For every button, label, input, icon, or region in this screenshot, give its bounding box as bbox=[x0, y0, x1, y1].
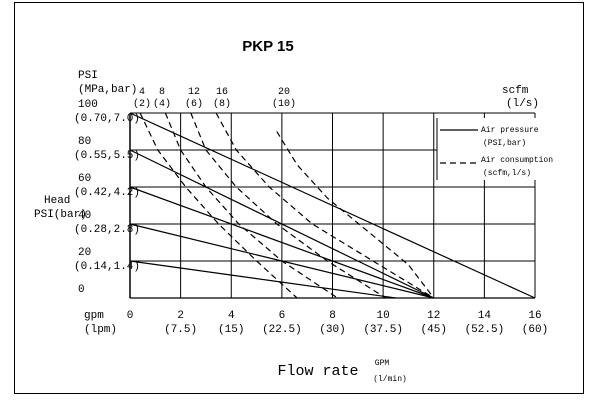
air-consumption-curve bbox=[215, 112, 435, 299]
scfm-tick-label: 4 bbox=[139, 87, 145, 98]
legend-label-sub: (scfm,l/s) bbox=[483, 169, 531, 178]
scfm-tick-sublabel: (2) bbox=[133, 98, 151, 110]
y-tick-label: 0 bbox=[78, 284, 85, 296]
x-tick-label: 6 bbox=[279, 310, 286, 322]
y-axis-unit-sub: (MPa,bar) bbox=[78, 84, 137, 96]
legend-label-sub: (PSI,bar) bbox=[483, 139, 526, 148]
x-tick-sublabel: (7.5) bbox=[164, 324, 197, 336]
x-tick-sublabel: (45) bbox=[421, 324, 447, 336]
y-tick-sublabel: (0.70,7.0) bbox=[74, 113, 140, 125]
y-tick-sublabel: (0.28,2.8) bbox=[74, 224, 140, 236]
y-tick-sublabel: (0.14,1.4) bbox=[74, 261, 140, 273]
air-pressure-line bbox=[129, 112, 536, 299]
y-tick-sublabel: (0.55,5.5) bbox=[74, 150, 140, 162]
x-axis-title: Flow rate bbox=[277, 363, 358, 380]
air-consumption-curve bbox=[164, 112, 338, 299]
y-tick-label: 40 bbox=[78, 210, 91, 222]
y-tick-label: 60 bbox=[78, 173, 91, 185]
scfm-tick-sublabel: (4) bbox=[153, 98, 171, 110]
legend-box bbox=[437, 118, 543, 180]
air-pressure-line bbox=[129, 149, 435, 299]
y-axis-title: Head bbox=[44, 195, 70, 207]
y-axis-title-sub: PSI(bar) bbox=[34, 209, 87, 221]
scfm-tick-sublabel: (10) bbox=[272, 98, 296, 110]
chart-title: PKP 15 bbox=[242, 38, 293, 55]
y-tick-label: 20 bbox=[78, 247, 91, 259]
y-tick-sublabel: (0.42,4.2) bbox=[74, 187, 140, 199]
scfm-tick-label: 8 bbox=[159, 87, 165, 98]
y-tick-label: 100 bbox=[78, 99, 98, 111]
y-axis-unit: PSI bbox=[78, 70, 98, 82]
x-axis-unit: gpm bbox=[84, 310, 104, 322]
x-tick-label: 14 bbox=[478, 310, 492, 322]
x-tick-label: 16 bbox=[528, 310, 541, 322]
x-tick-label: 8 bbox=[329, 310, 336, 322]
scfm-tick-label: 16 bbox=[216, 87, 228, 98]
x-tick-label: 0 bbox=[127, 310, 134, 322]
x-tick-label: 2 bbox=[177, 310, 184, 322]
scfm-axis-unit-sub: (l/s) bbox=[506, 98, 539, 110]
x-tick-label: 12 bbox=[427, 310, 440, 322]
x-axis-title-unit: GPM bbox=[375, 359, 390, 368]
scfm-tick-label: 12 bbox=[188, 87, 200, 98]
scfm-axis-unit: scfm bbox=[502, 85, 529, 97]
scfm-tick-label: 20 bbox=[278, 87, 290, 98]
chart-frame bbox=[14, 2, 584, 394]
air-consumption-curve bbox=[276, 131, 435, 299]
x-tick-sublabel: (30) bbox=[319, 324, 345, 336]
legend-label: Air pressure bbox=[481, 126, 539, 135]
x-tick-sublabel: (52.5) bbox=[465, 324, 505, 336]
air-consumption-curve bbox=[190, 112, 387, 299]
air-pressure-line bbox=[129, 260, 396, 299]
scfm-tick-sublabel: (8) bbox=[213, 98, 231, 110]
x-tick-label: 4 bbox=[228, 310, 235, 322]
x-tick-sublabel: (37.5) bbox=[363, 324, 403, 336]
air-pressure-line bbox=[129, 186, 435, 299]
x-axis-unit-sub: (lpm) bbox=[84, 324, 117, 336]
legend-label: Air consumption bbox=[481, 156, 553, 165]
x-axis-title-unit-sub: (l/min) bbox=[373, 375, 407, 384]
x-tick-sublabel: (15) bbox=[218, 324, 244, 336]
x-tick-sublabel: (60) bbox=[522, 324, 548, 336]
air-consumption-curve bbox=[139, 112, 298, 299]
scfm-tick-sublabel: (6) bbox=[185, 98, 203, 110]
x-tick-label: 10 bbox=[377, 310, 390, 322]
y-tick-label: 80 bbox=[78, 136, 91, 148]
x-tick-sublabel: (22.5) bbox=[262, 324, 302, 336]
